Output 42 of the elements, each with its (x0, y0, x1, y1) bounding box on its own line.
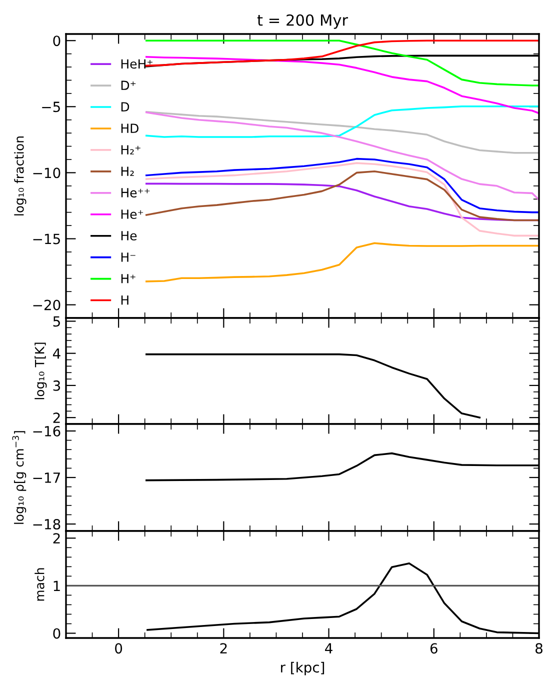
y-tick-label: −5 (42, 102, 60, 112)
y-axis-title: mach (34, 568, 44, 601)
y-tick-label: 2 (53, 412, 60, 423)
y-tick-label: 5 (53, 316, 60, 327)
y-axis-title: log₁₀ fraction (14, 136, 26, 216)
y-tick-label: 0 (53, 36, 60, 46)
y-tick-label: −18 (33, 518, 60, 530)
line-series (146, 111, 539, 154)
y-tick-label: −16 (33, 426, 60, 436)
y-axis-title: log₁₀ ρ[g cm$^{−3}$] (12, 431, 26, 524)
y-tick-label: −20 (33, 300, 60, 310)
legend-label: He (121, 231, 137, 240)
y-tick-label: 2 (53, 533, 60, 544)
legend-label: H⁺ (121, 274, 136, 284)
line-series (146, 242, 539, 282)
legend-label: H⁻ (121, 252, 136, 262)
y-tick-label: 3 (53, 380, 60, 391)
y-tick-label: 0 (53, 628, 60, 639)
chart-title: t = 200 Myr (257, 14, 348, 29)
legend-label: H₂⁺ (121, 145, 140, 154)
legend-label: D⁺ (121, 80, 136, 90)
legend-label: He⁺⁺ (121, 188, 150, 198)
y-tick-label: 4 (52, 348, 60, 359)
legend-label: D (121, 102, 130, 112)
legend-label: He⁺ (121, 210, 144, 219)
y-tick-label: −17 (33, 472, 60, 483)
x-axis-title: r [kpc] (281, 662, 324, 676)
y-tick-label: −15 (33, 234, 60, 244)
line-series (146, 353, 481, 418)
y-tick-label: 1 (54, 580, 60, 591)
x-tick-label: 2 (220, 643, 227, 654)
x-tick-label: 8 (536, 643, 542, 654)
legend-label: H₂ (121, 166, 134, 176)
x-tick-label: 6 (430, 643, 438, 654)
line-series (146, 105, 539, 138)
x-tick-label: 0 (115, 643, 122, 654)
y-axis-title: log₁₀ T[K] (34, 342, 47, 400)
y-tick-label: −10 (33, 168, 60, 178)
x-tick-label: 4 (325, 643, 332, 654)
legend-label: HeH⁺ (121, 59, 152, 69)
legend-label: H (121, 296, 128, 305)
legend-label: HD (121, 124, 138, 133)
